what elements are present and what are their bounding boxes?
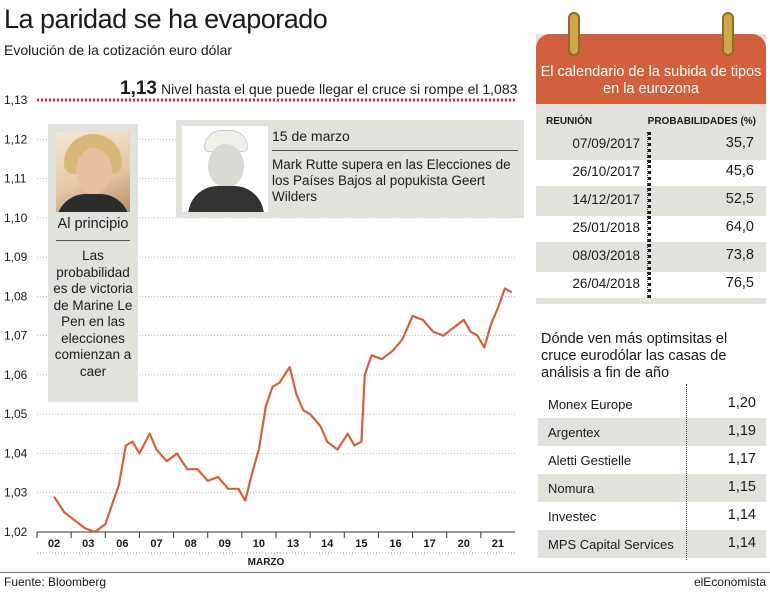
calendar-col-date: REUNIÓN <box>546 116 593 127</box>
reference-text: Nivel hasta el que puede llegar el cruce… <box>160 81 518 97</box>
bank-row: MPS Capital Services 1,14 <box>538 530 766 558</box>
calendar-date: 08/03/2018 <box>572 248 640 263</box>
calendar-date: 14/12/2017 <box>572 192 640 207</box>
le-pen-photo <box>56 132 130 212</box>
calendar-row: 26/10/2017 45,6 <box>536 160 766 186</box>
x-tick-label: 08 <box>185 538 197 550</box>
y-tick-label: 1,05 <box>4 407 28 421</box>
bank-row: Nomura 1,15 <box>538 474 766 502</box>
x-tick-label: 10 <box>253 538 265 550</box>
x-tick-label: 20 <box>458 538 470 550</box>
banks-table: Monex Europe 1,20 Argentex 1,19 Aletti Gesti… <box>538 384 766 560</box>
calendar-date: 26/10/2017 <box>572 164 640 179</box>
calendar-row: 26/04/2018 76,5 <box>536 272 766 298</box>
calendar-row: 14/12/2017 52,5 <box>536 188 766 214</box>
calendar-date: 07/09/2017 <box>572 136 640 151</box>
annotation-date: 15 de marzo <box>272 128 350 144</box>
annotation-rutte: 15 de marzo Mark Rutte supera en las Ele… <box>176 120 524 218</box>
x-tick-label: 06 <box>116 538 128 550</box>
page-title: La paridad se ha evaporado <box>4 4 328 34</box>
x-tick-label: 21 <box>492 538 504 550</box>
wilders-photo <box>182 126 268 212</box>
x-tick-label: 16 <box>389 538 401 550</box>
x-axis-label: MARZO <box>248 557 285 568</box>
calendar-row: 07/09/2017 35,7 <box>536 132 766 158</box>
bank-value: 1,14 <box>727 507 756 523</box>
calendar-value: 35,7 <box>725 135 754 151</box>
calendar-row: 08/03/2018 73,8 <box>536 244 766 270</box>
annotation-le-pen: Al principio Las probabilidad es de vict… <box>48 124 138 402</box>
series-line <box>53 287 513 534</box>
y-tick-label: 1,08 <box>4 289 28 303</box>
rate-calendar: El calendario de la subida de tipos en l… <box>536 12 766 304</box>
x-tick-label: 03 <box>82 538 94 550</box>
x-tick-label: 14 <box>321 538 334 550</box>
brand: elEconomista <box>693 575 766 589</box>
calendar-value: 45,6 <box>725 163 754 179</box>
calendar-value: 52,5 <box>725 191 754 207</box>
x-tick-label: 17 <box>424 538 436 550</box>
bank-name: Argentex <box>548 425 601 440</box>
y-tick-label: 1,11 <box>4 172 27 186</box>
bank-row: Aletti Gestielle 1,17 <box>538 446 766 474</box>
bank-name: MPS Capital Services <box>548 537 674 552</box>
bank-row: Monex Europe 1,20 <box>538 390 766 418</box>
bank-name: Monex Europe <box>548 397 633 412</box>
y-tick-label: 1,13 <box>4 93 28 107</box>
calendar-date: 26/04/2018 <box>572 276 640 291</box>
calendar-value: 64,0 <box>725 219 754 235</box>
bank-value: 1,19 <box>727 423 756 439</box>
y-tick-label: 1,07 <box>4 329 28 343</box>
y-tick-label: 1,10 <box>4 211 28 225</box>
calendar-col-prob: PROBABILIDADES (%) <box>647 116 756 127</box>
bank-value: 1,17 <box>727 451 756 467</box>
y-tick-label: 1,03 <box>4 486 28 500</box>
calendar-ring-icon <box>722 12 734 56</box>
bank-row: Investec 1,14 <box>538 502 766 530</box>
bank-name: Investec <box>548 509 597 524</box>
bank-value: 1,15 <box>727 479 756 495</box>
y-tick-label: 1,09 <box>4 250 28 264</box>
y-tick-label: 1,04 <box>4 446 28 460</box>
y-tick-label: 1,06 <box>4 368 28 382</box>
line-chart: 1,02 1,03 1,04 1,05 1,06 1,07 1,08 1,09 1,10 1,11… <box>4 93 515 568</box>
y-tick-label: 1,02 <box>4 525 28 539</box>
banks-title: Dónde ven más optimsitas el cruce eurodó… <box>541 331 728 381</box>
calendar-date: 25/01/2018 <box>572 220 640 235</box>
bank-row: Argentex 1,19 <box>538 418 766 446</box>
annotation-heading: Al principio <box>57 216 129 232</box>
annotation-text: Mark Rutte supera en las Elecciones de l… <box>272 157 511 204</box>
bank-value: 1,14 <box>727 535 756 551</box>
reference-label: 1,13 Nivel hasta el que puede llegar el c… <box>120 78 517 100</box>
x-tick-label: 09 <box>219 538 231 550</box>
x-tick-label: 07 <box>150 538 162 550</box>
annotation-text: Las probabilidad es de victoria de Marin… <box>53 248 133 379</box>
x-tick-label: 15 <box>355 538 367 550</box>
bank-value: 1,20 <box>727 395 756 411</box>
y-tick-label: 1,12 <box>4 132 28 146</box>
bank-name: Nomura <box>548 481 595 496</box>
source: Fuente: Bloomberg <box>4 575 107 589</box>
calendar-value: 76,5 <box>725 275 754 291</box>
x-tick-label: 02 <box>48 538 60 550</box>
calendar-value: 73,8 <box>725 247 754 263</box>
bank-name: Aletti Gestielle <box>548 453 632 468</box>
x-tick-label: 13 <box>287 538 299 550</box>
page-subtitle: Evolución de la cotización euro dólar <box>4 42 233 58</box>
calendar-ring-icon <box>568 12 580 56</box>
reference-value: 1,13 <box>120 78 157 99</box>
calendar-row: 25/01/2018 64,0 <box>536 216 766 242</box>
